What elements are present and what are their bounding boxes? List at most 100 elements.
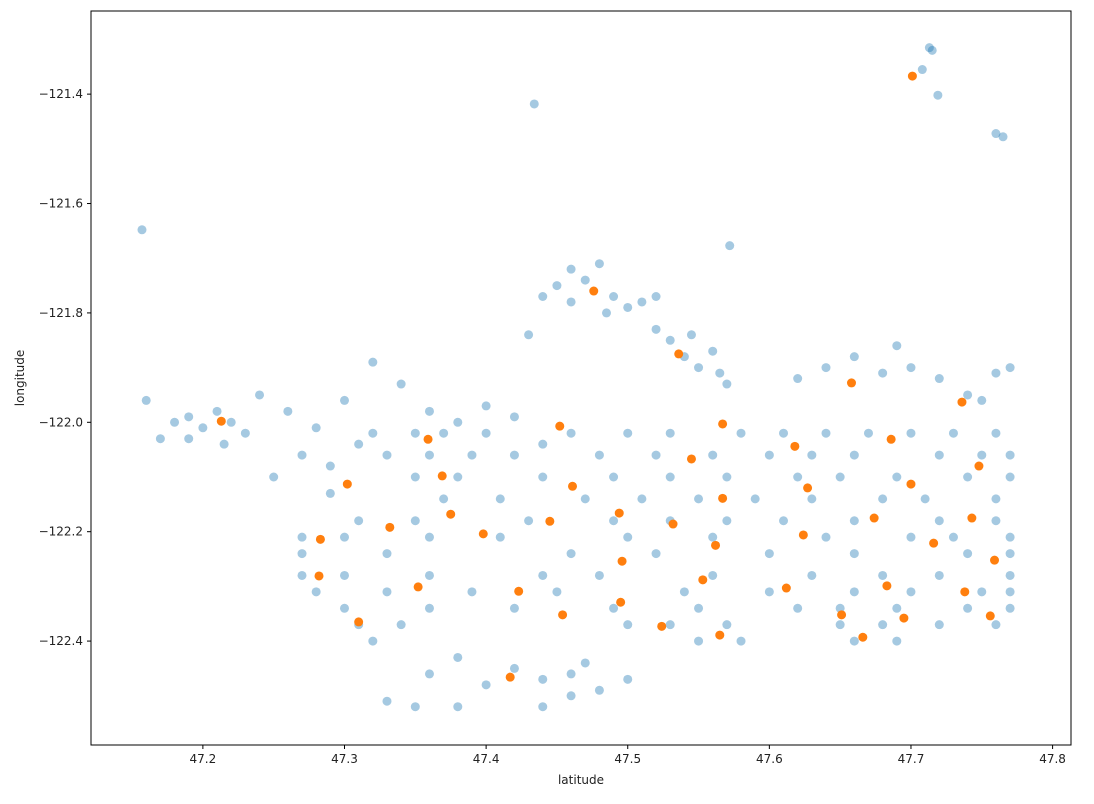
point <box>439 494 449 504</box>
point <box>934 516 944 526</box>
point <box>382 587 392 597</box>
x-tick-label: 47.6 <box>756 752 783 766</box>
point <box>580 275 590 285</box>
point <box>906 479 916 489</box>
point <box>424 450 434 460</box>
point <box>529 99 539 109</box>
point <box>637 494 647 504</box>
point <box>437 471 447 481</box>
point <box>481 428 491 438</box>
point <box>1005 472 1015 482</box>
point <box>869 513 879 523</box>
point <box>798 530 808 540</box>
point <box>1005 549 1015 559</box>
point <box>424 603 434 613</box>
point <box>878 494 888 504</box>
point <box>410 702 420 712</box>
point <box>991 368 1001 378</box>
point <box>991 129 1001 139</box>
point <box>991 516 1001 526</box>
point <box>920 494 930 504</box>
point <box>886 434 896 444</box>
point <box>339 395 349 405</box>
point <box>566 691 576 701</box>
y-tick-label: −121.4 <box>39 87 83 101</box>
point <box>715 368 725 378</box>
point <box>722 620 732 630</box>
point <box>594 450 604 460</box>
point <box>736 636 746 646</box>
point <box>297 450 307 460</box>
point <box>315 534 325 544</box>
point <box>617 556 627 566</box>
point <box>708 346 718 356</box>
point <box>849 587 859 597</box>
y-tick-label: −121.8 <box>39 306 83 320</box>
point <box>424 406 434 416</box>
point <box>339 603 349 613</box>
point <box>509 450 519 460</box>
point <box>892 636 902 646</box>
x-tick-label: 47.8 <box>1039 752 1066 766</box>
point <box>948 428 958 438</box>
point <box>1005 603 1015 613</box>
point <box>509 603 519 613</box>
point <box>793 603 803 613</box>
point <box>297 549 307 559</box>
point <box>764 549 774 559</box>
point <box>623 620 633 630</box>
point <box>665 472 675 482</box>
point <box>552 281 562 291</box>
point <box>601 308 611 318</box>
point <box>917 65 927 75</box>
point <box>368 636 378 646</box>
point <box>686 454 696 464</box>
point <box>558 610 568 620</box>
point <box>637 297 647 307</box>
marks <box>137 43 1015 712</box>
point <box>892 472 902 482</box>
point <box>396 620 406 630</box>
point <box>453 417 463 427</box>
point <box>594 259 604 269</box>
point <box>793 374 803 384</box>
point <box>694 603 704 613</box>
point <box>998 132 1008 142</box>
point <box>413 582 423 592</box>
point <box>736 428 746 438</box>
point <box>651 324 661 334</box>
point <box>991 494 1001 504</box>
point <box>478 529 488 539</box>
point <box>967 513 977 523</box>
point <box>1005 587 1015 597</box>
point <box>651 450 661 460</box>
point <box>1005 450 1015 460</box>
x-axis-label: latitude <box>558 773 604 787</box>
point <box>835 472 845 482</box>
point <box>538 439 548 449</box>
point <box>424 570 434 580</box>
point <box>694 363 704 373</box>
point <box>155 434 165 444</box>
point <box>467 587 477 597</box>
point <box>927 45 937 55</box>
point <box>566 428 576 438</box>
point <box>453 652 463 662</box>
point <box>481 680 491 690</box>
point <box>566 264 576 274</box>
point <box>342 479 352 489</box>
point <box>657 621 667 631</box>
point <box>382 549 392 559</box>
point <box>184 434 194 444</box>
point <box>538 570 548 580</box>
point <box>609 603 619 613</box>
point <box>609 516 619 526</box>
point <box>878 620 888 630</box>
point <box>977 587 987 597</box>
point <box>715 630 725 640</box>
point <box>314 571 324 581</box>
point <box>538 472 548 482</box>
point <box>718 419 728 429</box>
point <box>906 587 916 597</box>
point <box>509 663 519 673</box>
